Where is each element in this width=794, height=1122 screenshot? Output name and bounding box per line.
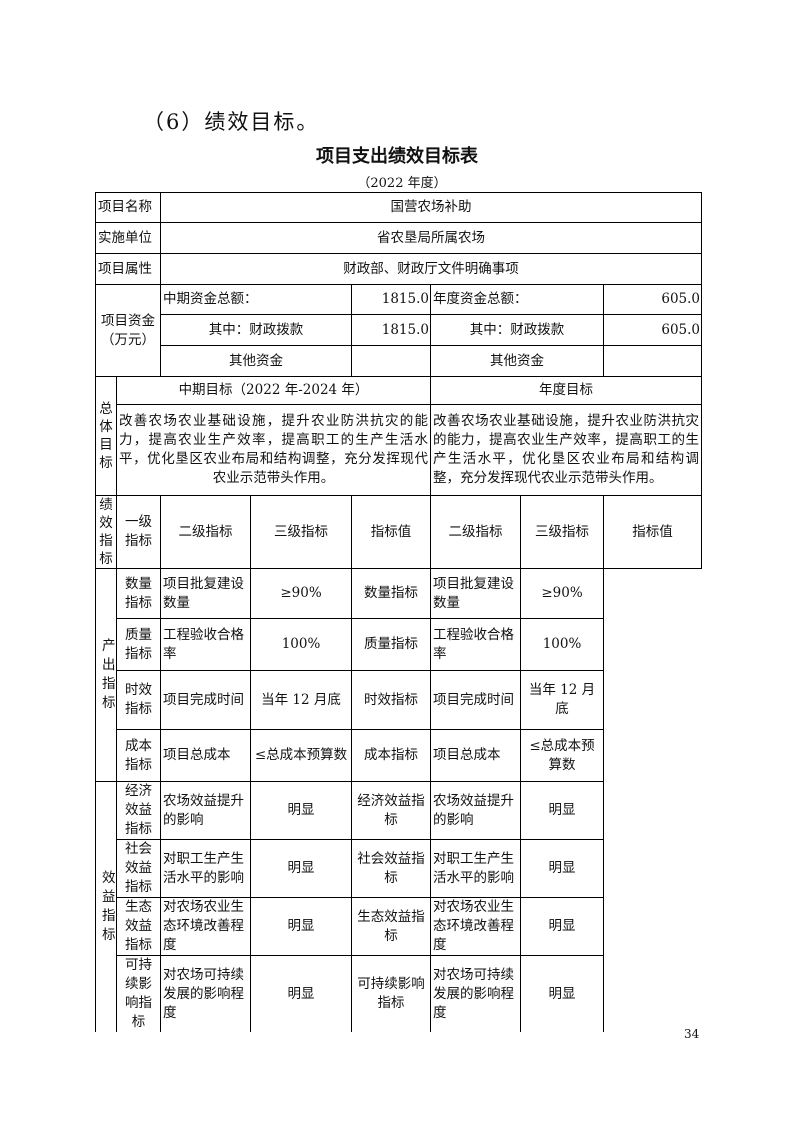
header-year-value: 指标值 — [602, 495, 703, 569]
indicators-label: 绩效指标 — [95, 495, 117, 569]
project-name: 国营农场补助 — [159, 192, 703, 223]
level2-cell: 质量指标 — [116, 618, 161, 671]
year-level3-cell: 项目总成本 — [430, 729, 521, 782]
level3-cell: 工程验收合格率 — [160, 618, 251, 671]
year-total-label: 年度资金总额： — [430, 284, 604, 315]
level2-cell: 经济效益指标 — [116, 781, 161, 840]
year-target-text: 改善农场农业基础设施，提升农业防洪抗灾的能力，提高农业生产效率，提高职工的生产生… — [429, 404, 703, 496]
level1-cell: 效益指标 — [95, 781, 117, 1032]
year-level2-cell: 数量指标 — [351, 568, 431, 619]
year-value-cell: 明显 — [520, 781, 604, 840]
year-level2-cell: 时效指标 — [351, 670, 431, 730]
year-value-cell: 明显 — [520, 955, 604, 1032]
indicator-row: 效益指标 经济效益指标 农场效益提升的影响 明显 经济效益指标 农场效益提升的影响 明显 — [95, 781, 702, 1032]
indicator-row: 生态效益指标 对农场农业生态环境改善程度 明显 生态效益指标 对农场农业生态环境改善程度… — [96, 897, 702, 956]
year-level2-cell: 成本指标 — [351, 729, 431, 782]
year-value-cell: 100% — [520, 618, 604, 671]
indicator-row: 可持续影响指标 对农场可持续发展的影响程度 明显 可持续影响指标 对农场可持续发展的影响… — [96, 955, 702, 1032]
unit-label: 实施单位 — [95, 222, 161, 254]
header-level1: 一级指标 — [116, 495, 161, 569]
mid-other — [351, 345, 431, 377]
year-other — [602, 345, 703, 377]
year-total: 605.0 — [602, 284, 703, 315]
level2-cell: 数量指标 — [116, 568, 161, 619]
value-cell: ≤总成本预算数 — [250, 729, 352, 782]
table-subtitle: （2022 年度） — [357, 176, 447, 191]
value-cell: 明显 — [250, 955, 352, 1032]
value-cell: 明显 — [250, 781, 352, 840]
value-cell: ≥90% — [250, 568, 352, 619]
year-value-cell: ≥90% — [520, 568, 604, 619]
level3-cell: 对职工生产生活水平的影响 — [160, 839, 251, 898]
level3-cell: 项目完成时间 — [160, 670, 251, 730]
table-title: 项目支出绩效目标表 — [316, 146, 478, 167]
year-level2-cell: 生态效益指标 — [351, 897, 431, 956]
indicator-row: 质量指标 工程验收合格率 100% 质量指标 工程验收合格率 100% — [96, 618, 702, 671]
year-level3-cell: 对农场可持续发展的影响程度 — [430, 955, 521, 1032]
year-level3-cell: 工程验收合格率 — [430, 618, 521, 671]
year-level2-cell: 经济效益指标 — [351, 781, 431, 840]
level1-cell: 产出指标 — [95, 568, 117, 782]
year-level3-cell: 项目批复建设数量 — [430, 568, 521, 619]
mid-fiscal-label: 其中：财政拨款 — [160, 314, 352, 346]
unit: 省农垦局所属农场 — [159, 222, 703, 254]
page-number: 34 — [684, 1027, 700, 1041]
year-fiscal: 605.0 — [602, 314, 703, 346]
header-level2: 二级指标 — [160, 495, 251, 569]
level3-cell: 农场效益提升的影响 — [160, 781, 251, 840]
indicator-row: 产出指标 数量指标 项目批复建设数量 ≥90% 数量指标 项目批复建设数量 ≥90% — [95, 568, 702, 782]
indicator-row: 社会效益指标 对职工生产生活水平的影响 明显 社会效益指标 对职工生产生活水平的影响 明显 — [96, 839, 702, 898]
overall-label: 总体目标 — [95, 376, 117, 496]
year-value-cell: ≤总成本预算数 — [520, 729, 604, 782]
attribute-label: 项目属性 — [95, 253, 161, 285]
year-value-cell: 明显 — [520, 839, 604, 898]
year-target-header: 年度目标 — [429, 376, 703, 405]
level3-cell: 对农场可持续发展的影响程度 — [160, 955, 251, 1032]
performance-target-table: 项目名称 国营农场补助 实施单位 省农垦局所属农场 项目属性 财政部、财政厅文件… — [95, 192, 703, 1032]
section-heading: （6）绩效目标。 — [143, 110, 320, 134]
level2-cell: 社会效益指标 — [116, 839, 161, 898]
header-level3: 三级指标 — [250, 495, 352, 569]
year-value-cell: 明显 — [520, 897, 604, 956]
year-other-label: 其他资金 — [430, 345, 604, 377]
year-level2-cell: 可持续影响指标 — [351, 955, 431, 1032]
value-cell: 明显 — [250, 897, 352, 956]
level2-cell: 成本指标 — [116, 729, 161, 782]
year-level3-cell: 农场效益提升的影响 — [430, 781, 521, 840]
year-fiscal-label: 其中：财政拨款 — [430, 314, 604, 346]
year-level2-cell: 质量指标 — [351, 618, 431, 671]
value-cell: 100% — [250, 618, 352, 671]
level3-cell: 项目总成本 — [160, 729, 251, 782]
header-year-level3: 三级指标 — [520, 495, 604, 569]
header-value: 指标值 — [351, 495, 431, 569]
funds-label: 项目资金（万元） — [95, 284, 161, 377]
mid-target-header: 中期目标（2022 年-2024 年） — [116, 376, 431, 405]
indicator-row: 成本指标 项目总成本 ≤总成本预算数 成本指标 项目总成本 ≤总成本预算数 — [96, 729, 702, 782]
project-name-label: 项目名称 — [95, 192, 161, 223]
value-cell: 当年 12 月底 — [250, 670, 352, 730]
year-level2-cell: 社会效益指标 — [351, 839, 431, 898]
level2-cell: 可持续影响指标 — [116, 955, 161, 1032]
indicator-row: 时效指标 项目完成时间 当年 12 月底 时效指标 项目完成时间 当年 12 月底 — [96, 670, 702, 730]
mid-total-label: 中期资金总额： — [160, 284, 352, 315]
attribute: 财政部、财政厅文件明确事项 — [159, 253, 703, 285]
year-value-cell: 当年 12 月底 — [520, 670, 604, 730]
mid-other-label: 其他资金 — [160, 345, 352, 377]
year-level3-cell: 对职工生产生活水平的影响 — [430, 839, 521, 898]
mid-total: 1815.0 — [351, 284, 431, 315]
year-level3-cell: 对农场农业生态环境改善程度 — [430, 897, 521, 956]
value-cell: 明显 — [250, 839, 352, 898]
mid-target-text: 改善农场农业基础设施，提升农业防洪抗灾的能力，提高农业生产效率，提高职工的生产生… — [116, 404, 431, 496]
level3-cell: 项目批复建设数量 — [160, 568, 251, 619]
header-year-level2: 二级指标 — [430, 495, 521, 569]
level2-cell: 生态效益指标 — [116, 897, 161, 956]
year-level3-cell: 项目完成时间 — [430, 670, 521, 730]
mid-fiscal: 1815.0 — [351, 314, 431, 346]
level2-cell: 时效指标 — [116, 670, 161, 730]
level3-cell: 对农场农业生态环境改善程度 — [160, 897, 251, 956]
